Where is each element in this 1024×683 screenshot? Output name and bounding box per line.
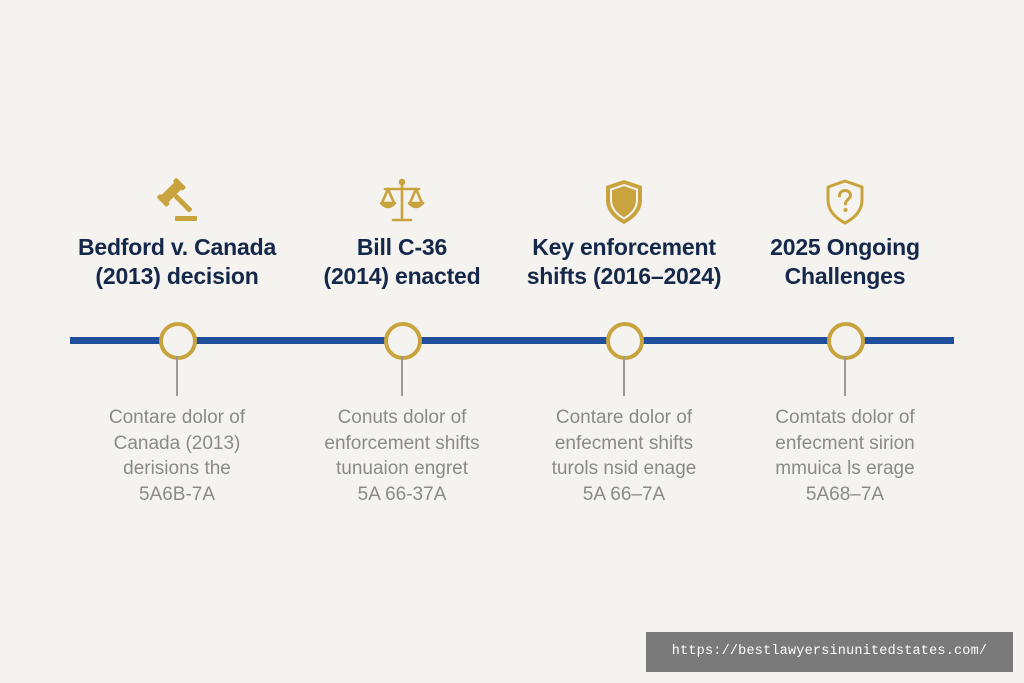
event-description: Conuts dolor of enforcement shifts tunua…: [324, 407, 480, 505]
event-title: Key enforcement shifts (2016–2024): [526, 234, 722, 289]
timeline-node: [827, 322, 865, 360]
timeline-node: [159, 322, 197, 360]
timeline-node: [384, 322, 422, 360]
event-description: Contare dolor of Canada (2013) derisions…: [108, 407, 246, 505]
timeline-event-bill-c36: Bill C-36 (2014) enacted Conuts dolor of…: [292, 0, 512, 683]
event-title: Bill C-36 (2014) enacted: [323, 234, 481, 289]
event-description: Contare dolor of enfecment shifts turols…: [551, 407, 697, 505]
timeline-event-bedford: Bedford v. Canada (2013) decision Contar…: [67, 0, 287, 683]
shield-icon: [598, 176, 650, 228]
timeline-stem: [623, 356, 625, 396]
event-description: Comtats dolor of enfecment sirion mmuica…: [775, 407, 915, 505]
timeline-event-ongoing-challenges: 2025 Ongoing Challenges Comtats dolor of…: [735, 0, 955, 683]
timeline-node: [606, 322, 644, 360]
timeline-line: [70, 337, 954, 344]
source-url-watermark: https://bestlawyersinunitedstates.com/: [646, 632, 1013, 672]
timeline-stem: [401, 356, 403, 396]
timeline-event-enforcement-shifts: Key enforcement shifts (2016–2024) Conta…: [514, 0, 734, 683]
event-title: 2025 Ongoing Challenges: [770, 234, 920, 289]
scales-icon: [376, 176, 428, 228]
gavel-icon: [151, 176, 203, 228]
shield-question-icon: [819, 176, 871, 228]
timeline-stem: [844, 356, 846, 396]
event-title: Bedford v. Canada (2013) decision: [77, 234, 277, 289]
timeline-stem: [176, 356, 178, 396]
